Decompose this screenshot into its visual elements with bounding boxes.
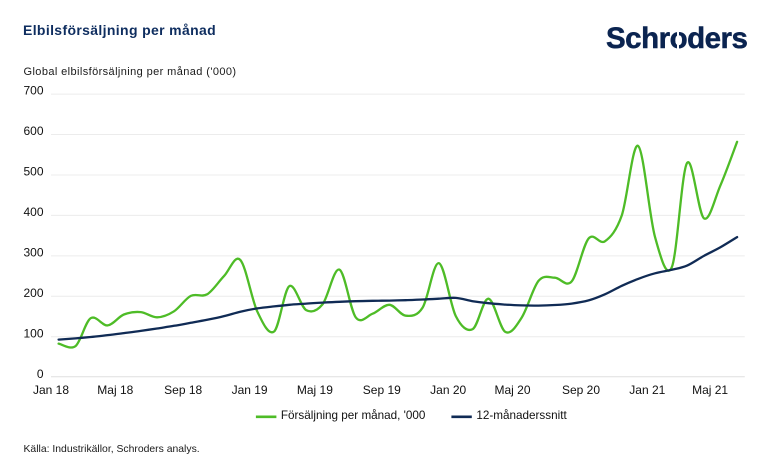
svg-text:400: 400 bbox=[23, 205, 43, 219]
svg-text:Sep 18: Sep 18 bbox=[164, 383, 202, 397]
svg-text:500: 500 bbox=[23, 165, 43, 179]
svg-text:Försäljning per månad, '000: Försäljning per månad, '000 bbox=[281, 409, 426, 422]
svg-text:Sep 19: Sep 19 bbox=[363, 383, 401, 397]
svg-text:700: 700 bbox=[23, 84, 43, 98]
svg-text:12-månaderssnitt: 12-månaderssnitt bbox=[476, 409, 567, 422]
svg-text:Maj 20: Maj 20 bbox=[494, 383, 530, 397]
svg-text:Maj 19: Maj 19 bbox=[297, 383, 333, 397]
svg-text:Jan 19: Jan 19 bbox=[232, 383, 268, 397]
svg-text:Maj 21: Maj 21 bbox=[692, 383, 728, 397]
svg-text:Maj 18: Maj 18 bbox=[97, 383, 133, 397]
svg-text:Jan 20: Jan 20 bbox=[430, 383, 466, 397]
svg-text:Jan 18: Jan 18 bbox=[33, 383, 69, 397]
svg-text:Sep 20: Sep 20 bbox=[562, 383, 600, 397]
svg-text:100: 100 bbox=[23, 326, 43, 340]
svg-text:600: 600 bbox=[23, 124, 43, 138]
svg-text:300: 300 bbox=[23, 246, 43, 260]
svg-text:Jan 21: Jan 21 bbox=[629, 383, 665, 397]
svg-text:200: 200 bbox=[23, 286, 43, 300]
svg-text:0: 0 bbox=[37, 367, 44, 381]
